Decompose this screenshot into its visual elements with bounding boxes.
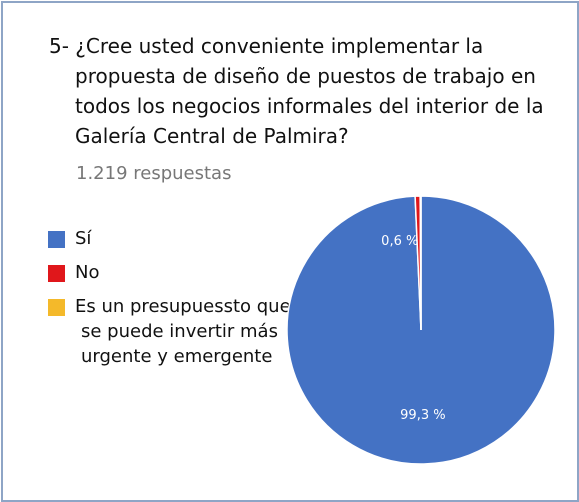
legend-label: Es un presupuessto que se puede invertir… (75, 296, 291, 367)
chart-title: 5- ¿Cree usted conveniente implementar l… (49, 34, 544, 148)
legend-swatch (48, 299, 65, 316)
legend-label: Sí (75, 228, 92, 249)
data-label: 99,3 % (400, 408, 445, 423)
legend-swatch (48, 265, 65, 282)
chart-subtitle: 1.219 respuestas (76, 163, 232, 184)
data-label: 0,6 % (381, 234, 418, 249)
legend-swatch (48, 231, 65, 248)
pie-slice (419, 195, 422, 331)
legend-label: No (75, 262, 100, 283)
